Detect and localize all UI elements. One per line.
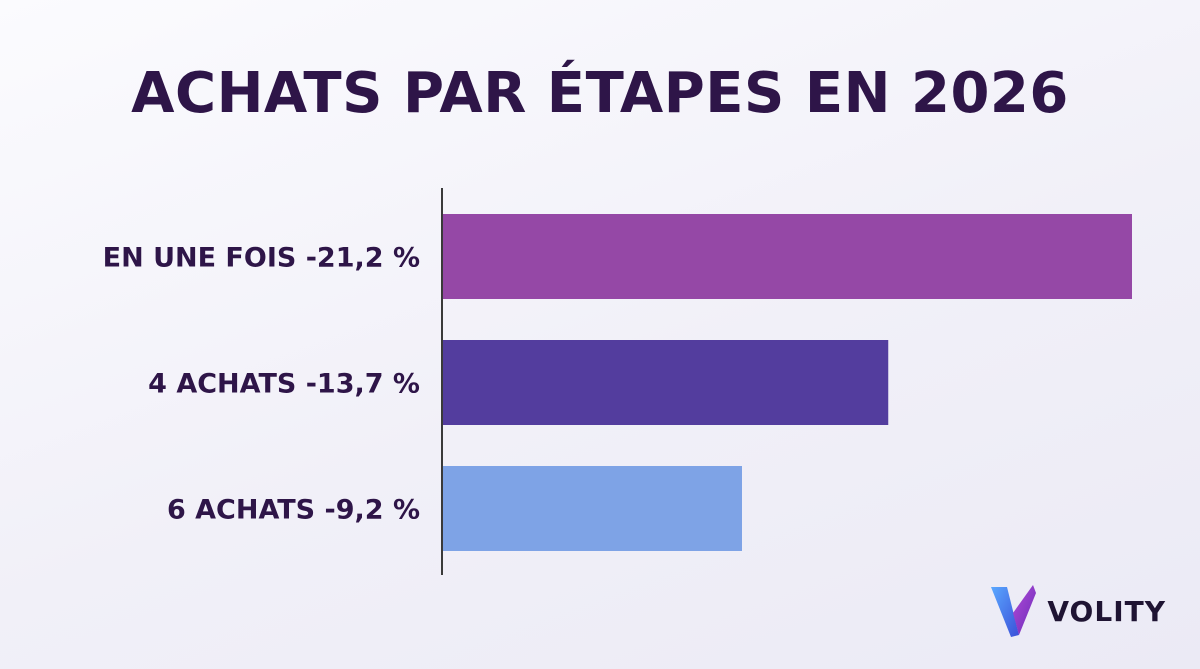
category-label-1: EN UNE FOIS -21,2 % <box>103 243 420 274</box>
chart-title: ACHATS PAR ÉTAPES EN 2026 <box>131 61 1069 126</box>
category-label-2: 4 ACHATS -13,7 % <box>148 369 420 400</box>
bar-1 <box>443 214 1132 299</box>
bar-3 <box>443 466 742 551</box>
volity-v-logo-icon <box>991 585 1037 637</box>
category-labels: EN UNE FOIS -21,2 % 4 ACHATS -13,7 % 6 ACH… <box>103 243 420 526</box>
bars-group <box>443 214 1132 551</box>
logo-text: VOLITY <box>1047 594 1166 628</box>
brand-logo: VOLITY <box>989 583 1166 639</box>
category-label-3: 6 ACHATS -9,2 % <box>167 495 420 526</box>
bar-2 <box>443 340 889 425</box>
